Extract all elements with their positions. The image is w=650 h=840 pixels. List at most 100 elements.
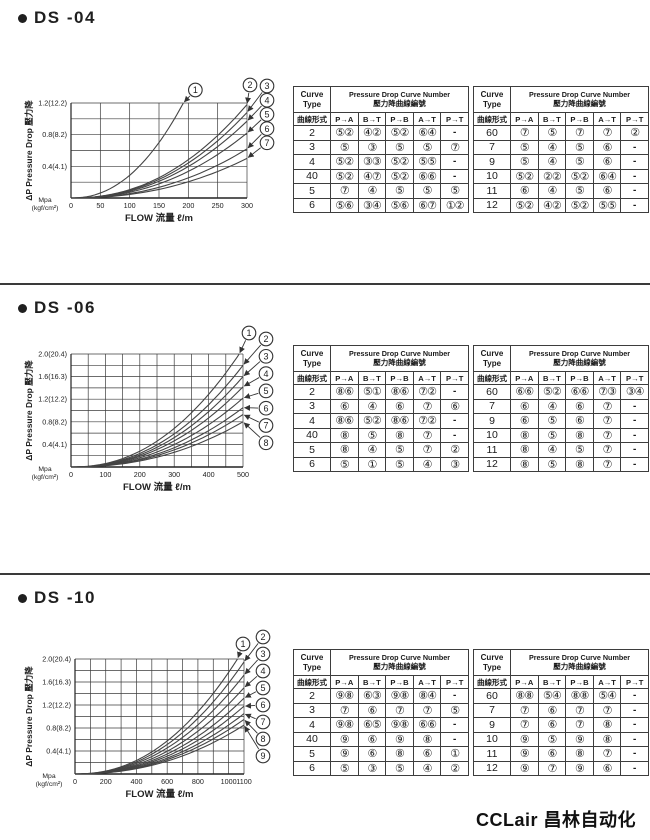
curve-number-cell: ⑤② [565, 168, 594, 184]
curve-number-cell: - [620, 413, 649, 429]
curve-number-cell: ⑨ [330, 731, 359, 747]
x-tick-label: 1100 [236, 777, 251, 786]
curve-number-cell: ⑥⑦ [412, 197, 442, 213]
callout-arrow-7 [243, 414, 259, 423]
x-tick-label: 1000 [221, 777, 237, 786]
curve-number-cell: ⑨ [565, 760, 594, 776]
y-tick-label: 0.4(4.1) [42, 162, 67, 171]
y-tick-label: 0.8(8.2) [42, 417, 67, 426]
curve-number-cell: ⑤ [440, 702, 469, 718]
x-tick-label: 800 [192, 777, 204, 786]
bullet-icon [18, 303, 27, 313]
curve-number-cell: - [620, 688, 649, 704]
curve-type-cell: 6 [293, 197, 331, 213]
callout-arrow-1 [237, 651, 243, 659]
curve-callout-3 [255, 646, 271, 662]
curve-number-cell: ⑤ [510, 139, 539, 155]
curve-number-cell: - [620, 717, 649, 733]
callout-arrow-5 [247, 119, 262, 133]
callout-number: 9 [260, 751, 265, 761]
curve-line-1 [70, 102, 184, 199]
curve-number-cell: ⑤ [565, 139, 594, 155]
callout-number: 7 [263, 421, 268, 431]
curve-number-cell: ⑤ [330, 760, 359, 776]
curve-number-cell: ⑧ [565, 427, 594, 443]
curve-number-cell: ⑥ [565, 413, 594, 429]
curve-number-cell: ②② [537, 168, 567, 184]
table-row: 12 ⑤② ④② ⑤② ⑤⑤ - [473, 197, 649, 213]
curve-number-tables-ds10: Curve Type Pressure Drop Curve Number 壓力降曲線… [293, 649, 649, 776]
callout-number: 6 [260, 700, 265, 710]
port-path-header: B→T [357, 112, 387, 126]
callout-arrow-2 [245, 92, 252, 104]
x-tick-label: 300 [241, 201, 253, 210]
plot-grid [74, 658, 245, 774]
curve-number-cell: ⑧ [510, 427, 539, 443]
curve-number-cell: ⑨ [385, 731, 414, 747]
port-path-header: A→T [412, 371, 442, 385]
curve-number-cell: ④ [357, 183, 387, 199]
curve-number-cell: ⑧⑥ [385, 413, 414, 429]
curve-number-cell: ⑦ [592, 413, 622, 429]
port-path-header: P→A [510, 675, 539, 689]
callout-number: 5 [263, 386, 268, 396]
port-path-header: P→A [330, 371, 359, 385]
curve-number-cell: ⑧⑧ [565, 688, 594, 704]
curve-number-cell: ⑥ [510, 398, 539, 414]
curve-type-cell: 5 [293, 442, 331, 458]
x-tick-label: 50 [96, 201, 104, 210]
bullet-icon [18, 13, 27, 23]
curve-number-cell: ⑥ [357, 702, 387, 718]
y-tick-label: 1.2(12.2) [38, 99, 67, 108]
curve-callout-1 [241, 325, 257, 341]
callout-arrow-4 [244, 675, 258, 688]
y-tick-label: 0.8(8.2) [46, 724, 71, 733]
section-title-ds06: DS -06 [18, 298, 96, 318]
curve-number-cell: ⑥ [592, 760, 622, 776]
curve-number-cell: ⑦ [412, 442, 442, 458]
curve-callout-4 [259, 92, 275, 108]
curve-callout-3 [258, 348, 274, 364]
curve-type-cn-header: 曲線形式 [473, 675, 511, 689]
curve-number-cell: ⑤ [537, 413, 567, 429]
curve-number-cell: ⑥ [565, 398, 594, 414]
y-axis-label: ΔP Pressure Drop 壓力降 [24, 666, 34, 767]
curve-callout-5 [259, 107, 275, 122]
curve-line-7 [71, 157, 248, 199]
callout-arrow-6 [247, 133, 262, 149]
curve-type-cell: 2 [293, 688, 331, 704]
section-divider [0, 573, 650, 575]
port-path-header: A→T [412, 112, 442, 126]
curve-number-cell: ⑥④ [592, 168, 622, 184]
pressure-drop-chart-ds04: 0 50 100 150 200 250 300 1.2(12.2) 0.8(8.2) 0.4(4… [8, 52, 296, 234]
curve-number-cell: ⑧ [510, 442, 539, 458]
callout-arrow-7 [247, 147, 261, 158]
y-tick-label: 0.8(8.2) [42, 130, 67, 139]
curve-number-cell: ④② [537, 197, 567, 213]
curve-callout-7 [259, 135, 275, 151]
curve-number-cell: ③③ [357, 154, 387, 170]
table-row: 40 ⑨ ⑥ ⑨ ⑧ - [293, 731, 469, 747]
curve-number-cell: ⑥③ [357, 688, 387, 704]
curve-type-cell: 6 [293, 760, 331, 776]
table-row: 2 ⑤② ④② ⑤② ⑥④ - [293, 125, 469, 141]
curve-number-cell: ④ [357, 398, 387, 414]
curve-number-cell: ④ [537, 398, 567, 414]
curve-type-cell: 9 [473, 154, 511, 170]
curve-number-cell: ⑤ [385, 442, 414, 458]
curve-callout-9 [255, 748, 271, 764]
y-unit-label: (kgf/cm²) [32, 205, 59, 212]
curve-type-cell: 11 [473, 183, 511, 199]
curve-number-cell: ④ [537, 154, 567, 170]
pressure-drop-chart-ds10: 0 200 400 600 800 1000 1100 2.0(20.4) 1.6(16.3) 1… [8, 612, 296, 810]
port-path-header: P→A [510, 371, 539, 385]
curve-number-cell: ⑤④ [592, 688, 622, 704]
callout-arrow-6 [244, 702, 256, 709]
pressure-drop-header: Pressure Drop Curve Number 壓力降曲線編號 [330, 649, 469, 676]
curve-type-cell: 4 [293, 413, 331, 429]
